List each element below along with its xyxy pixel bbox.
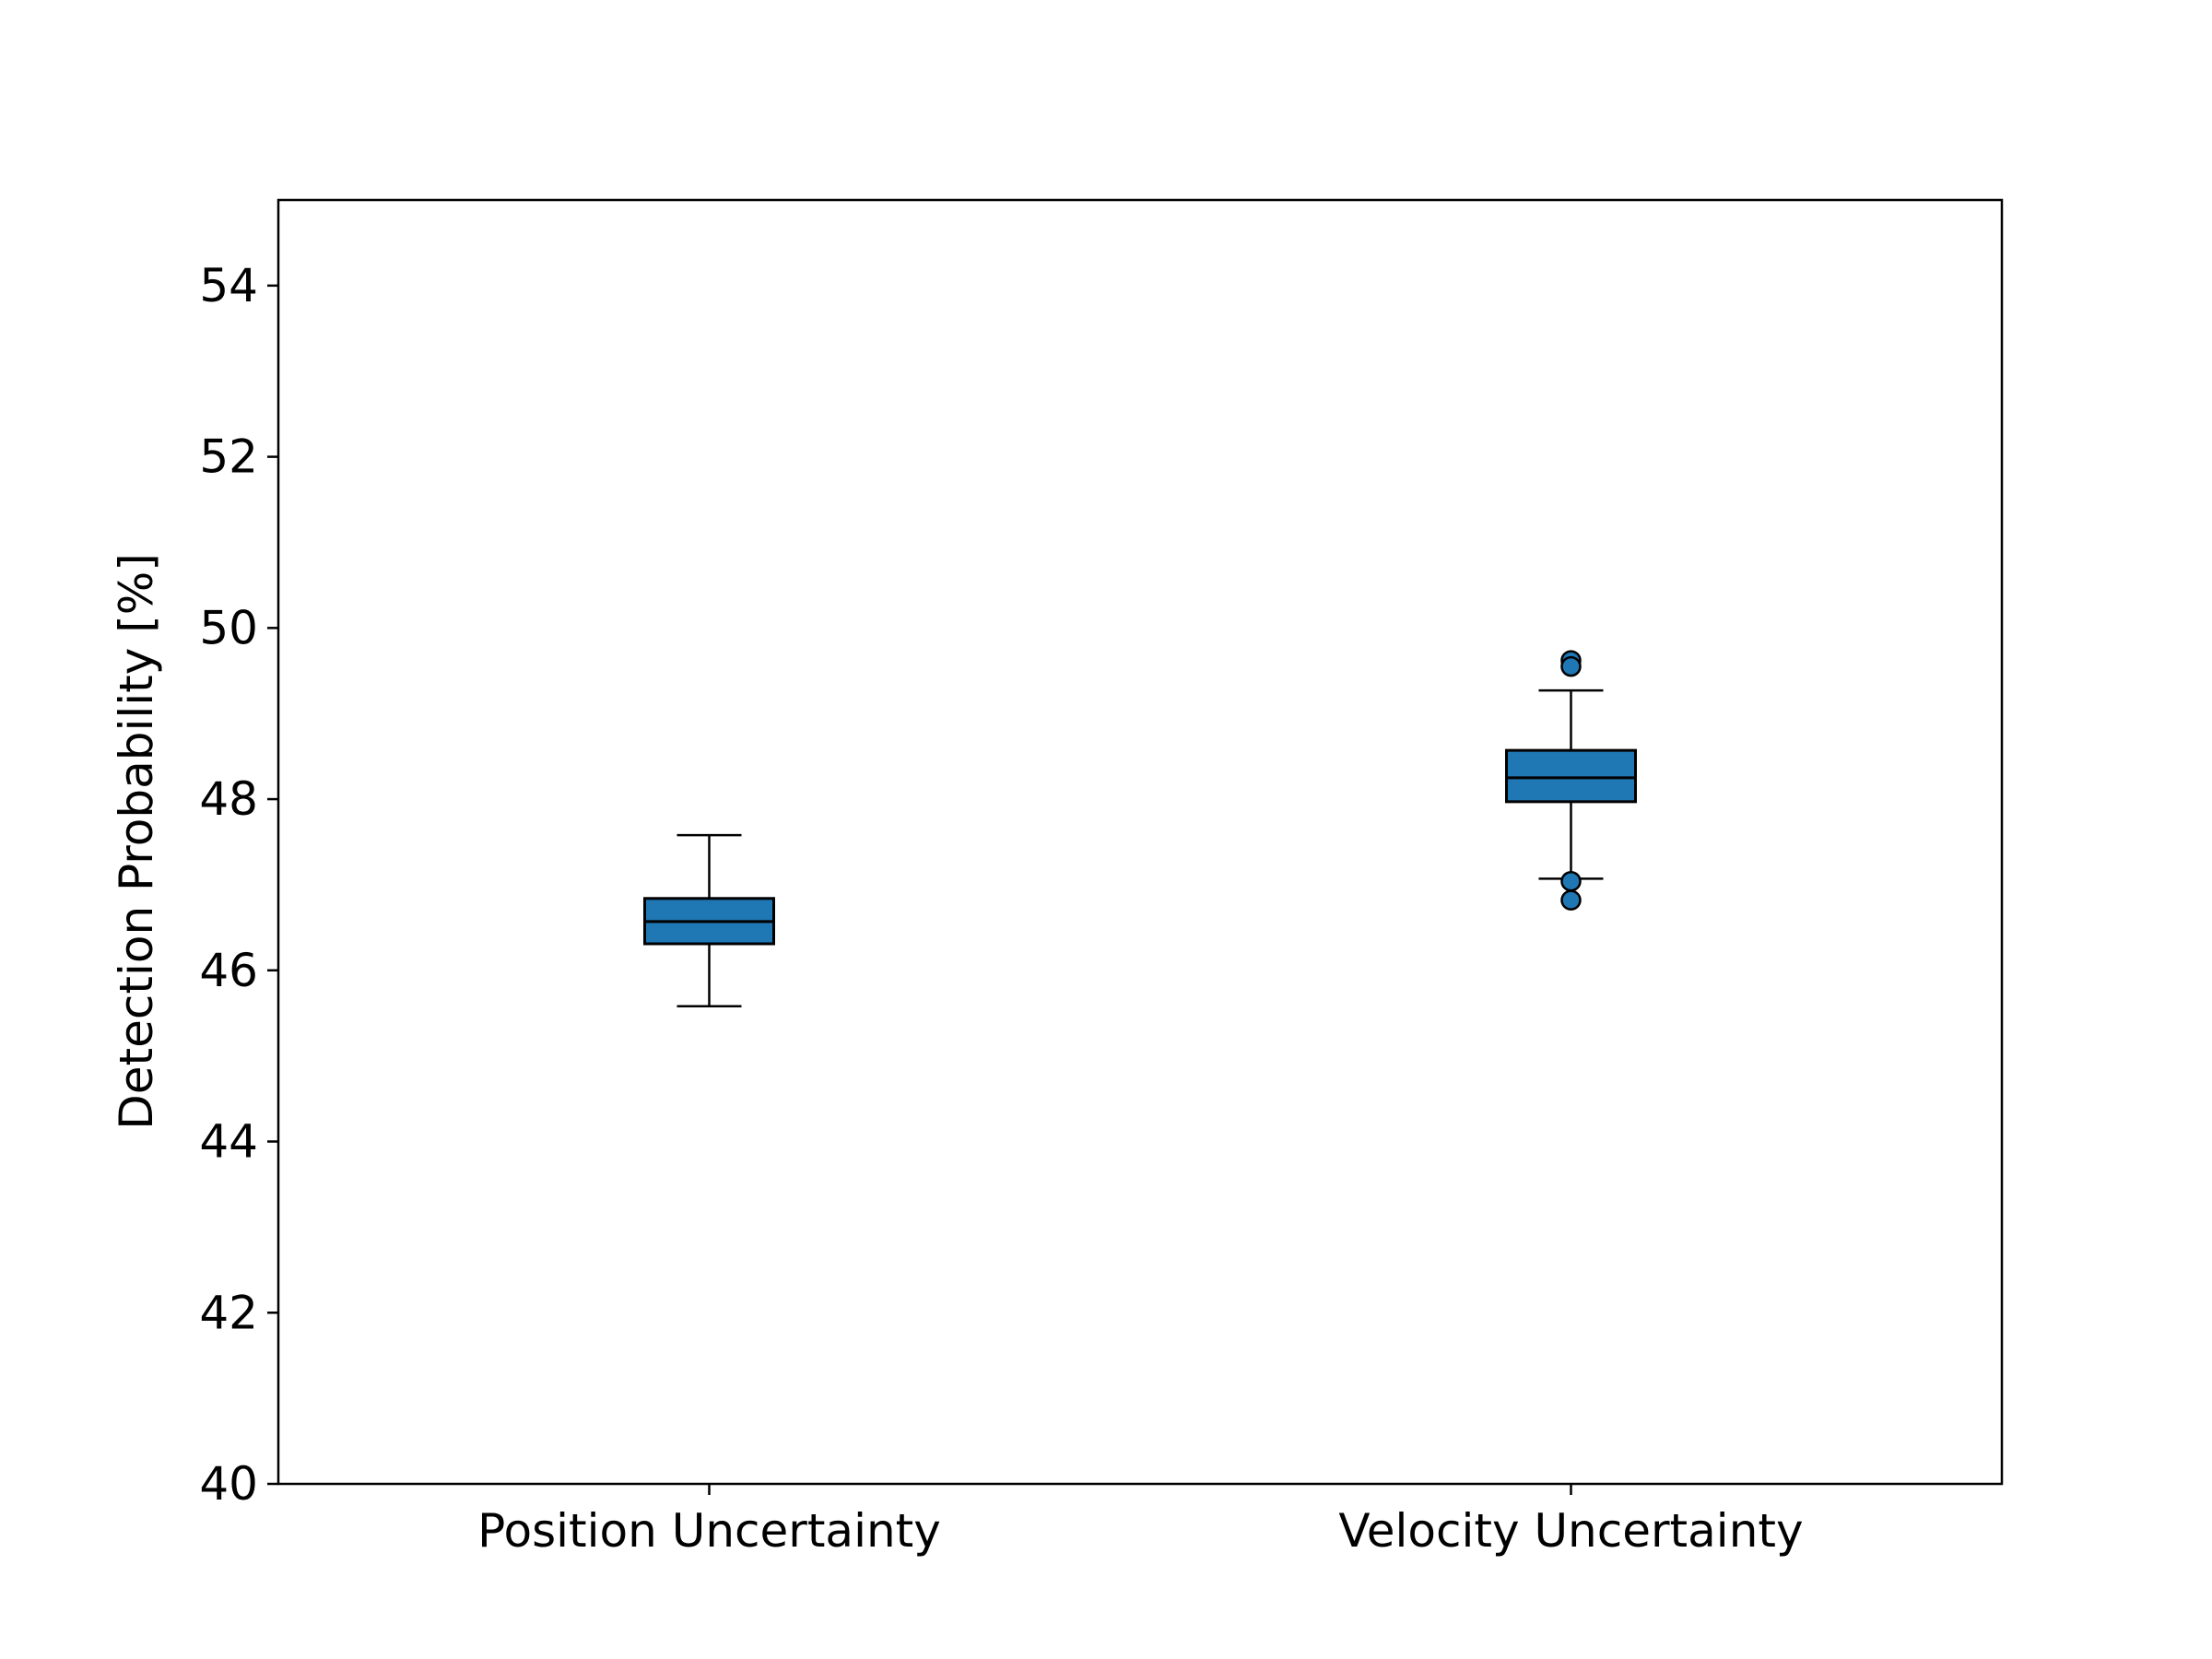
x-tick-label: Position Uncertainty	[477, 1504, 941, 1558]
y-tick-label: 50	[199, 601, 258, 654]
y-tick-label: 48	[199, 772, 258, 826]
iqr-box	[1505, 748, 1637, 804]
y-axis-label: Detection Probability [%]	[110, 553, 163, 1130]
outlier-point	[1560, 655, 1582, 677]
box-group	[643, 833, 775, 1008]
y-tick-label: 52	[199, 430, 258, 484]
y-tick-label: 40	[199, 1457, 258, 1511]
y-tick-label: 42	[199, 1286, 258, 1339]
x-axis-ticks: Position Uncertainty Velocity Uncertainty	[477, 1484, 1804, 1558]
box-group	[1505, 650, 1637, 911]
y-tick-label: 46	[199, 944, 258, 997]
y-tick-label: 54	[199, 259, 258, 312]
plot-frame	[276, 198, 2004, 1486]
outlier-point	[1560, 870, 1582, 892]
y-axis-ticks: 40 42 44 46 48 50 52 54	[199, 259, 278, 1511]
plot-content	[643, 650, 1637, 1008]
x-tick-label: Velocity Uncertainty	[1338, 1504, 1803, 1558]
y-tick-label: 44	[199, 1115, 258, 1169]
outlier-point	[1560, 889, 1582, 911]
